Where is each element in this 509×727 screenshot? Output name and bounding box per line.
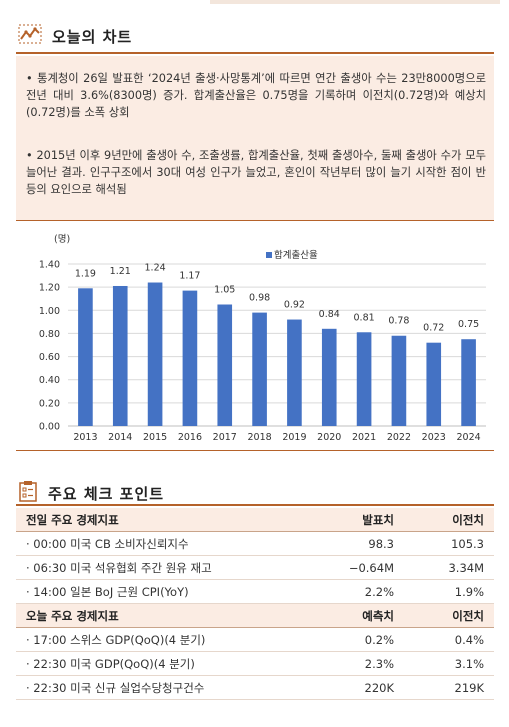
bar-chart-svg: (명) 0.00 0.20 0.40 0.60 0.80 1.00 1.20 1.40 1.19 2… — [39, 234, 486, 443]
y-tick-label: 0.80 — [39, 329, 60, 340]
checkpoint-section-header: 주요 체크 포인트 — [18, 480, 164, 506]
summary-bullet-1: • 통계청이 26일 발표한 ‘2024년 출생·사망통계’에 따르면 연간 출… — [26, 72, 486, 119]
x-tick-label: 2015 — [143, 432, 167, 443]
y-tick-label: 0.60 — [39, 352, 60, 363]
bar — [391, 335, 407, 426]
bar — [287, 319, 302, 426]
bar — [252, 312, 267, 426]
header-cell: 이전치 — [404, 508, 494, 532]
indicator-actual: −0.64M — [294, 555, 404, 580]
table-header-row: 전일 주요 경제지표 발표치 이전치 — [16, 508, 494, 532]
data-label: 0.72 — [423, 323, 444, 334]
y-tick-label: 1.00 — [39, 306, 60, 317]
y-tick-label: 1.20 — [39, 283, 60, 294]
bar — [461, 339, 476, 426]
table-row: · 17:00 스위스 GDP(QoQ)(4 분기) 0.2% 0.4% — [16, 627, 494, 652]
indicator-previous: 1.9% — [404, 579, 494, 604]
bar — [426, 342, 442, 426]
section-divider — [16, 52, 494, 54]
header-cell: 오늘 주요 경제지표 — [16, 603, 294, 628]
bar — [321, 328, 337, 426]
header-cell: 발표치 — [294, 508, 404, 532]
x-tick-label: 2014 — [108, 432, 132, 443]
indicator-name: · 00:00 미국 CB 소비자신뢰지수 — [16, 531, 294, 556]
table-row: · 22:30 미국 신규 실업수당청구건수 220K 219K — [16, 675, 494, 700]
data-label: 0.92 — [284, 300, 305, 311]
checklist-icon — [18, 480, 38, 506]
bar — [182, 290, 198, 426]
data-label: 0.98 — [249, 293, 270, 304]
section-title: 주요 체크 포인트 — [48, 484, 165, 503]
data-label: 1.24 — [145, 263, 166, 274]
indicator-previous: 0.4% — [404, 627, 494, 652]
indicator-name: · 14:00 일본 BoJ 근원 CPI(YoY) — [16, 579, 294, 604]
checkpoint-table: 전일 주요 경제지표 발표치 이전치 · 00:00 미국 CB 소비자신뢰지수… — [16, 508, 494, 700]
indicator-previous: 105.3 — [404, 531, 494, 556]
section-divider — [16, 504, 494, 506]
y-tick-label: 0.00 — [39, 422, 60, 433]
x-tick-label: 2021 — [352, 432, 376, 443]
table-row: · 06:30 미국 석유협회 주간 원유 재고 −0.64M 3.34M — [16, 555, 494, 580]
x-tick-label: 2019 — [282, 432, 306, 443]
fertility-chart: (명) 0.00 0.20 0.40 0.60 0.80 1.00 1.20 1.40 1.19 2… — [16, 230, 494, 448]
x-tick-label: 2024 — [456, 432, 480, 443]
indicator-actual: 2.2% — [294, 579, 404, 604]
bar — [112, 285, 128, 426]
table-row: · 22:30 미국 GDP(QoQ)(4 분기) 2.3% 3.1% — [16, 651, 494, 676]
bar — [78, 288, 93, 426]
indicator-actual: 98.3 — [294, 531, 404, 556]
y-tick-label: 0.20 — [39, 398, 60, 409]
x-tick-label: 2020 — [317, 432, 341, 443]
indicator-name: · 22:30 미국 신규 실업수당청구건수 — [16, 675, 294, 700]
summary-panel — [16, 56, 494, 220]
indicator-name: · 17:00 스위스 GDP(QoQ)(4 분기) — [16, 627, 294, 652]
table-row: · 00:00 미국 CB 소비자신뢰지수 98.3 105.3 — [16, 531, 494, 556]
indicator-name: · 22:30 미국 GDP(QoQ)(4 분기) — [16, 651, 294, 676]
indicator-name: · 06:30 미국 석유협회 주간 원유 재고 — [16, 555, 294, 580]
data-label: 1.19 — [75, 268, 96, 279]
header-cell: 전일 주요 경제지표 — [16, 508, 294, 532]
header-cell: 이전치 — [404, 603, 494, 628]
data-label: 0.81 — [354, 312, 375, 323]
indicator-forecast: 220K — [294, 675, 404, 700]
x-tick-label: 2018 — [247, 432, 271, 443]
summary-bottom-divider — [16, 220, 494, 221]
y-axis-unit-label: (명) — [54, 234, 70, 245]
legend-label: 합계출산율 — [274, 249, 318, 261]
indicator-forecast: 2.3% — [294, 651, 404, 676]
x-tick-label: 2017 — [213, 432, 237, 443]
y-tick-label: 1.40 — [39, 260, 60, 271]
data-label: 1.21 — [110, 266, 131, 277]
summary-bullet-2: • 2015년 이후 9년만에 출생아 수, 조출생률, 합계출산율, 첫째 출… — [26, 149, 486, 196]
indicator-previous: 3.34M — [404, 555, 494, 580]
data-label: 1.17 — [179, 271, 200, 282]
y-tick-label: 0.40 — [39, 375, 60, 386]
indicator-forecast: 0.2% — [294, 627, 404, 652]
header-cell: 예측치 — [294, 603, 404, 628]
chart-section-header: 오늘의 차트 — [18, 24, 132, 48]
data-label: 0.75 — [458, 319, 479, 330]
top-accent-bar — [210, 0, 500, 4]
indicator-previous: 3.1% — [404, 651, 494, 676]
table-row: · 14:00 일본 BoJ 근원 CPI(YoY) 2.2% 1.9% — [16, 579, 494, 604]
bar — [147, 282, 163, 426]
legend-swatch — [266, 252, 272, 258]
x-tick-label: 2022 — [387, 432, 411, 443]
x-tick-label: 2023 — [422, 432, 446, 443]
line-chart-icon — [18, 24, 42, 48]
data-label: 1.05 — [214, 285, 235, 296]
x-tick-label: 2016 — [178, 432, 202, 443]
table-header-row: 오늘 주요 경제지표 예측치 이전치 — [16, 603, 494, 628]
data-label: 0.78 — [388, 316, 409, 327]
chart-bottom-divider — [16, 450, 494, 451]
x-tick-label: 2013 — [73, 432, 97, 443]
indicator-previous: 219K — [404, 675, 494, 700]
bar — [356, 332, 372, 426]
bar — [217, 304, 233, 426]
section-title: 오늘의 차트 — [52, 27, 133, 46]
data-label: 0.84 — [319, 309, 340, 320]
